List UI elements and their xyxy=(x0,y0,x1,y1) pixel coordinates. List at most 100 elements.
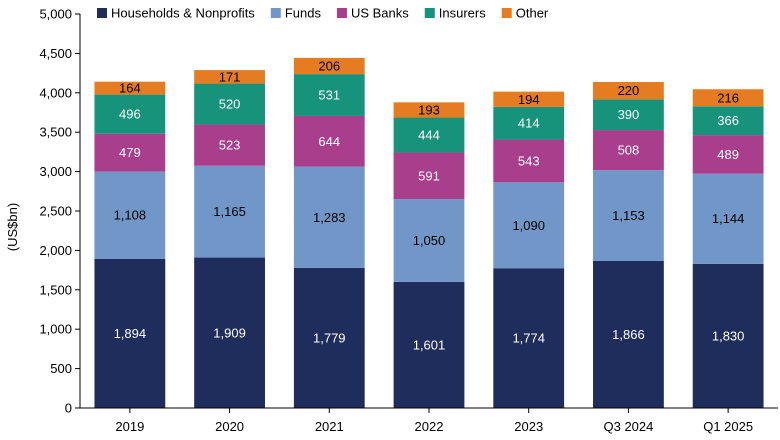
legend-label: Funds xyxy=(285,6,322,21)
legend-swatch xyxy=(97,8,107,18)
legend-swatch xyxy=(501,8,512,18)
data-label-other: 193 xyxy=(418,102,440,117)
legend-item-households-and-nonprofits: Households & Nonprofits xyxy=(97,6,255,21)
legend-item-us-banks: US Banks xyxy=(336,6,409,21)
data-label-us-banks: 523 xyxy=(219,138,241,153)
y-axis: 0 500 1,000 1,500 2,000 2,500 3,000 3,500 4,000 4… xyxy=(39,7,81,416)
legend-label: Insurers xyxy=(439,6,486,21)
bar-segment-insurers xyxy=(194,83,265,125)
data-label-other: 216 xyxy=(717,90,739,105)
data-label-households-and-nonprofits: 1,774 xyxy=(512,331,545,346)
data-label-us-banks: 591 xyxy=(418,168,440,183)
data-label-insurers: 414 xyxy=(518,116,540,131)
bar-segment-other xyxy=(692,89,764,107)
data-label-insurers: 366 xyxy=(717,113,739,128)
data-label-funds: 1,283 xyxy=(313,210,346,225)
x-axis: 2019 2020 2021 2022 2023 Q3 2024 Q1 2025 xyxy=(80,407,778,434)
bar-segment-insurers xyxy=(493,106,565,140)
y-axis-label: (US$bn) xyxy=(5,203,20,251)
data-label-insurers: 520 xyxy=(219,97,241,112)
bar-segment-us-banks xyxy=(194,124,265,166)
y-tick-label: 3,500 xyxy=(39,125,72,140)
data-label-funds: 1,165 xyxy=(213,204,246,219)
bars: 1,8941,1084794961641,9091,1655235201711,… xyxy=(94,57,764,408)
bar-segment-us-banks xyxy=(692,135,764,174)
bar-segment-other xyxy=(194,70,265,84)
bar-segment-funds xyxy=(593,170,664,261)
x-tick-label: 2022 xyxy=(415,419,444,434)
y-tick-label: 1,000 xyxy=(39,322,72,337)
y-tick-label: 4,000 xyxy=(39,85,72,100)
bar-segment-funds xyxy=(393,199,465,282)
y-tick-label: 0 xyxy=(65,401,72,416)
data-label-funds: 1,050 xyxy=(413,233,446,248)
x-tick-label: 2023 xyxy=(514,419,543,434)
data-label-us-banks: 479 xyxy=(119,145,141,160)
bar-stack-2022: 1,601 1,050 591 444 193 xyxy=(393,102,465,408)
data-label-other: 206 xyxy=(318,59,340,74)
bar-segment-households-and-nonprofits xyxy=(94,258,166,408)
x-tick-label: Q1 2025 xyxy=(703,419,753,434)
bar-segment-households-and-nonprofits xyxy=(593,260,664,408)
legend-label: Households & Nonprofits xyxy=(111,6,255,21)
data-label-households-and-nonprofits: 1,601 xyxy=(413,337,446,352)
bar-segment-funds xyxy=(293,166,365,268)
legend-item-funds: Funds xyxy=(270,6,322,21)
data-label-other: 171 xyxy=(219,69,241,84)
x-tick-label: 2021 xyxy=(315,419,344,434)
x-tick-label: 2019 xyxy=(115,419,144,434)
data-label-other: 220 xyxy=(618,83,640,98)
bar-stack-2021: 1,779 1,283 644 531 206 xyxy=(293,57,365,408)
bar-segment-us-banks xyxy=(94,133,166,172)
data-label-households-and-nonprofits: 1,830 xyxy=(712,328,745,343)
bar-segment-households-and-nonprofits xyxy=(692,263,764,408)
bar-stack-2019: 1,894 1,108 479 496 164 xyxy=(94,81,166,408)
bar-segment-other xyxy=(293,57,365,75)
data-label-other: 164 xyxy=(119,81,141,96)
bar-segment-us-banks xyxy=(293,115,365,167)
bar-segment-households-and-nonprofits xyxy=(493,268,565,408)
legend-item-insurers: Insurers xyxy=(424,6,486,21)
bar-segment-funds xyxy=(194,165,265,258)
bar-segment-insurers xyxy=(293,74,365,116)
legend-swatch xyxy=(270,8,281,18)
bar-stack-2023: 1,774 1,090 543 414 194 xyxy=(493,91,565,408)
bar-segment-other xyxy=(393,102,465,118)
data-label-us-banks: 644 xyxy=(318,134,340,149)
bar-stack-2020: 1,909 1,165 523 520 171 xyxy=(194,69,265,408)
data-label-us-banks: 489 xyxy=(717,147,739,162)
legend-swatch xyxy=(424,8,435,18)
legend-item-other: Other xyxy=(501,6,549,21)
y-tick-label: 4,500 xyxy=(39,46,72,61)
data-label-households-and-nonprofits: 1,866 xyxy=(612,327,645,342)
bar-segment-insurers xyxy=(692,106,764,136)
bar-segment-us-banks xyxy=(493,139,565,183)
bar-segment-funds xyxy=(493,182,565,269)
data-label-funds: 1,108 xyxy=(114,208,147,223)
data-label-other: 194 xyxy=(518,92,540,107)
bar-segment-insurers xyxy=(94,94,166,134)
y-tick-label: 500 xyxy=(50,361,72,376)
bar-segment-us-banks xyxy=(393,152,465,200)
bar-segment-other xyxy=(94,81,166,95)
bar-segment-funds xyxy=(692,173,764,264)
bar-stack-q1-2025: 1,830 1,144 489 366 216 xyxy=(692,89,764,408)
data-label-funds: 1,153 xyxy=(612,208,645,223)
y-tick-label: 5,000 xyxy=(39,7,72,22)
data-label-funds: 1,144 xyxy=(712,211,745,226)
bar-segment-households-and-nonprofits xyxy=(393,281,465,408)
data-label-insurers: 444 xyxy=(418,128,440,143)
legend: Households & Nonprofits Funds US Banks Insu… xyxy=(97,6,549,21)
bar-segment-households-and-nonprofits xyxy=(194,257,265,408)
y-tick-label: 2,000 xyxy=(39,243,72,258)
bar-segment-funds xyxy=(94,171,166,259)
x-tick-label: 2020 xyxy=(215,419,244,434)
y-tick-label: 2,500 xyxy=(39,204,72,219)
y-tick-label: 3,000 xyxy=(39,164,72,179)
data-label-insurers: 390 xyxy=(618,107,640,122)
bar-segment-other xyxy=(493,91,565,107)
data-label-households-and-nonprofits: 1,779 xyxy=(313,330,346,345)
bar-segment-insurers xyxy=(593,99,664,131)
bar-segment-other xyxy=(593,82,664,100)
